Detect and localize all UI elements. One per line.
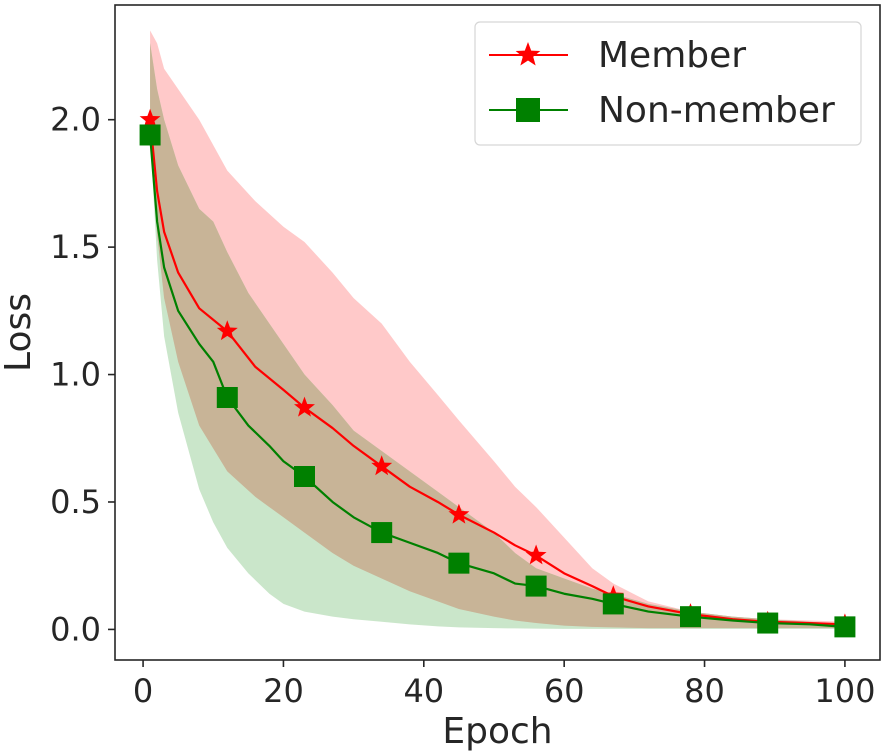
y-tick-label: 2.0 xyxy=(50,101,101,139)
x-tick-label: 20 xyxy=(263,672,304,710)
y-tick-label: 0.0 xyxy=(50,610,101,648)
non-member-marker-4 xyxy=(448,552,470,574)
series-line-non-member xyxy=(148,134,845,628)
x-tick-label: 80 xyxy=(684,672,725,710)
legend-member-star-shape xyxy=(515,42,541,66)
non-member-marker-6 xyxy=(602,593,624,615)
non-member-marker-3 xyxy=(371,522,393,544)
member-marker-1 xyxy=(216,320,238,341)
plot-frame xyxy=(114,4,881,661)
x-axis-label: Epoch xyxy=(442,711,552,752)
legend-member-label: Member xyxy=(598,35,746,76)
non-member-marker-1 xyxy=(216,386,238,408)
series-markers xyxy=(139,108,856,638)
x-tick-label: 100 xyxy=(814,672,875,710)
legend-nonmember-square-icon xyxy=(516,98,540,122)
non-member-marker-8 xyxy=(757,612,779,634)
x-tick-label: 0 xyxy=(133,672,153,710)
non-member-marker-0 xyxy=(139,124,161,146)
member-marker-3 xyxy=(371,455,393,476)
legend-nonmember-label: Non-member xyxy=(598,90,835,131)
series-line-member xyxy=(148,119,845,626)
y-axis-label: Loss xyxy=(0,293,39,372)
y-tick-label: 1.5 xyxy=(50,228,101,266)
member-marker-2 xyxy=(294,396,315,417)
member-marker-5 xyxy=(525,544,547,565)
confidence-band-overlap xyxy=(150,43,845,629)
legend: Member Non-member xyxy=(474,21,862,146)
member-marker-0 xyxy=(139,108,161,129)
non-member-marker-5 xyxy=(525,575,547,597)
member-marker-4 xyxy=(448,503,470,524)
series-lines xyxy=(148,119,845,628)
legend-member-star-icon xyxy=(515,42,541,66)
x-axis-ticks: 0 20 40 60 80 100 xyxy=(133,660,875,710)
legend-nonmember-square-shape xyxy=(516,98,540,122)
non-member-marker-2 xyxy=(293,465,315,487)
x-tick-label: 60 xyxy=(544,672,585,710)
confidence-bands xyxy=(150,30,845,629)
y-axis-ticks: 0.0 0.5 1.0 1.5 2.0 xyxy=(50,101,115,648)
y-tick-label: 0.5 xyxy=(50,483,101,521)
legend-box xyxy=(474,21,862,146)
x-tick-label: 40 xyxy=(403,672,444,710)
non-member-marker-7 xyxy=(680,606,702,628)
y-tick-label: 1.0 xyxy=(50,356,101,394)
non-member-marker-9 xyxy=(834,616,856,638)
